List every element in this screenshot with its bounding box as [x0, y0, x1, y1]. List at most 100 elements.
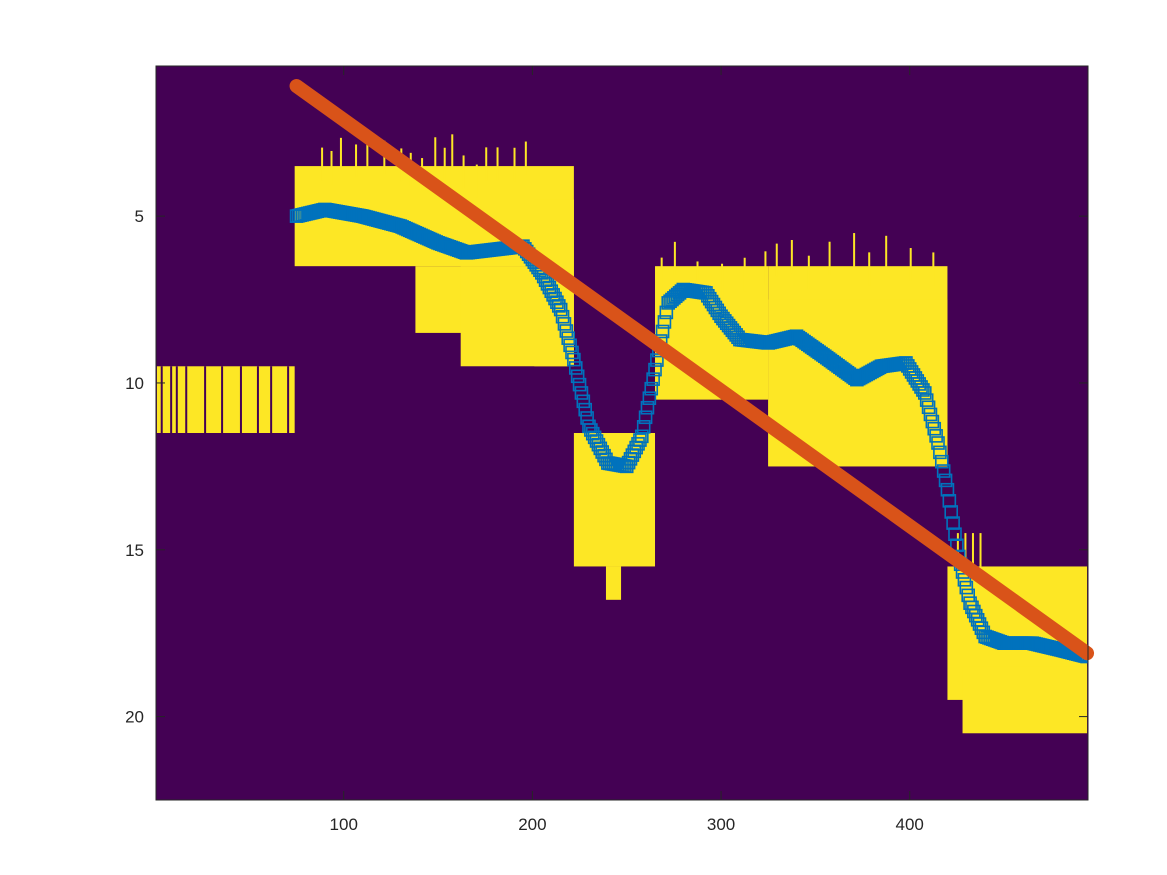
- series-marker: [655, 324, 670, 339]
- x-tick-label: 300: [707, 815, 735, 834]
- heatmap-gap: [160, 366, 163, 433]
- series-marker: [553, 302, 568, 317]
- heatmap-gap: [175, 366, 178, 433]
- series-marker: [633, 433, 647, 447]
- y-tick-label: 10: [125, 374, 144, 393]
- heatmap-gap: [239, 366, 242, 433]
- series-marker: [576, 394, 591, 409]
- series-marker: [646, 372, 660, 386]
- series-marker: [929, 429, 943, 443]
- series-marker: [919, 393, 934, 407]
- series-marker: [640, 400, 655, 415]
- series-marker: [648, 362, 662, 377]
- series-marker: [550, 295, 564, 310]
- heatmap-gap: [204, 366, 207, 433]
- heatmap-spike: [790, 239, 793, 274]
- series-marker: [631, 437, 645, 451]
- series-marker: [940, 482, 955, 497]
- series-marker: [946, 516, 960, 530]
- heatmap-spike: [807, 255, 810, 290]
- heatmap-spike: [321, 147, 324, 181]
- x-tick-label: 200: [518, 815, 546, 834]
- heatmap-spike: [764, 251, 767, 285]
- heatmap-spike: [868, 252, 871, 286]
- heatmap-block: [962, 666, 1088, 734]
- heatmap-spike: [660, 257, 663, 291]
- x-tick-label: 100: [330, 815, 358, 834]
- series-marker: [555, 309, 570, 324]
- heatmap-spike: [524, 141, 527, 175]
- series-marker: [644, 381, 659, 396]
- heatmap-spike: [366, 135, 369, 169]
- heatmap-spike: [909, 248, 912, 282]
- heatmap-spike: [355, 144, 358, 178]
- series-marker: [944, 505, 959, 519]
- heatmap-spike: [434, 137, 437, 171]
- heatmap-spike: [485, 147, 488, 181]
- series-marker: [931, 436, 945, 450]
- heatmap-spike: [971, 533, 974, 567]
- series-marker: [635, 429, 649, 444]
- series-marker: [927, 421, 942, 436]
- y-tick-label: 20: [125, 708, 144, 727]
- series-marker: [565, 345, 579, 360]
- series-marker: [657, 315, 672, 329]
- heatmap-spike: [932, 252, 935, 286]
- series-marker: [563, 338, 577, 353]
- heatmap-spike: [462, 155, 465, 189]
- series-marker: [570, 369, 585, 384]
- series-marker: [642, 391, 657, 406]
- series-marker: [921, 400, 936, 415]
- series-marker: [561, 331, 576, 345]
- heatmap-gap: [185, 366, 188, 433]
- heatmap-spike: [673, 241, 676, 276]
- heatmap-spike: [885, 235, 888, 270]
- heatmap-block: [605, 566, 622, 600]
- y-tick-label: 5: [135, 207, 144, 226]
- series-layer: [289, 202, 1088, 664]
- heatmap-spike: [339, 137, 342, 172]
- series-marker: [636, 420, 651, 434]
- y-tick-label: 15: [125, 541, 144, 560]
- heatmap-spike: [979, 533, 982, 567]
- heatmap-gap: [270, 366, 273, 433]
- heatmap-spike: [496, 147, 499, 181]
- x-axis: 100 200 300 400: [330, 66, 924, 834]
- series-marker: [557, 317, 572, 331]
- y-axis: 5 10 15 20: [125, 207, 1088, 727]
- heatmap-block: [573, 433, 656, 567]
- series-marker: [933, 445, 947, 460]
- series-marker: [650, 353, 664, 367]
- fit-line: [289, 79, 1095, 661]
- heatmap-gap: [256, 366, 259, 433]
- series-marker: [572, 377, 587, 392]
- heatmap-gap: [170, 366, 173, 433]
- series-marker: [574, 386, 589, 400]
- series-marker: [551, 299, 566, 313]
- heatmap-spike: [330, 150, 333, 185]
- heatmap-spike: [828, 241, 831, 276]
- heatmap-spike: [443, 147, 446, 182]
- series-marker: [936, 464, 951, 478]
- series-marker: [925, 414, 940, 429]
- series-marker: [948, 527, 962, 542]
- series-marker: [938, 473, 953, 488]
- axes-box: [155, 65, 1089, 801]
- heatmap-gap: [221, 366, 224, 433]
- series-marker: [959, 580, 974, 595]
- x-tick-label: 400: [896, 815, 924, 834]
- heatmap-gap: [287, 366, 290, 433]
- series-marker: [934, 454, 949, 469]
- heatmap-spike: [853, 233, 856, 267]
- fit-line-layer: [289, 79, 1095, 661]
- series-marker: [568, 361, 583, 375]
- heatmap-spike: [696, 261, 699, 295]
- series-marker: [942, 494, 957, 508]
- series-marker: [638, 410, 653, 425]
- series-marker: [559, 324, 574, 338]
- series-marker: [916, 383, 930, 397]
- series-marker: [918, 386, 932, 400]
- heatmap-spike: [775, 243, 778, 277]
- heatmap-spike: [743, 257, 746, 292]
